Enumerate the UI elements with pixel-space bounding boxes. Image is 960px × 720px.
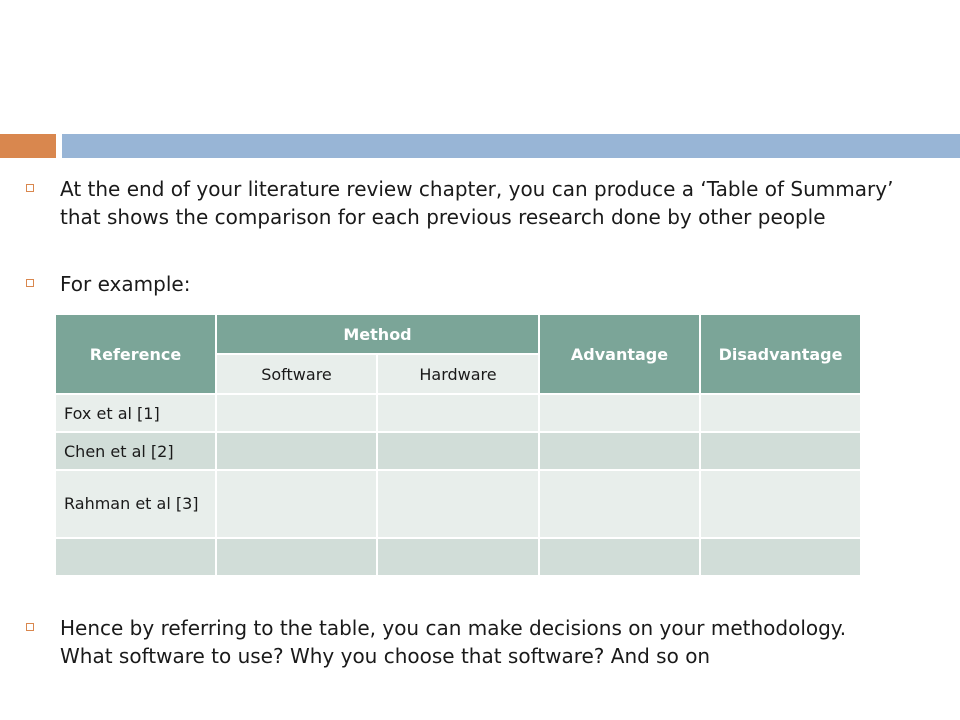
cell-disadvantage	[699, 537, 863, 577]
cell-disadvantage	[699, 393, 863, 433]
cell-reference: Chen et al [2]	[54, 431, 217, 471]
table-row: Fox et al [1]	[54, 393, 863, 433]
square-bullet-icon	[26, 184, 34, 192]
cell-software	[215, 393, 378, 433]
cell-advantage	[538, 393, 702, 433]
bullet-intro-text: At the end of your literature review cha…	[60, 177, 894, 229]
cell-reference: Fox et al [1]	[54, 393, 217, 433]
bullet-example: For example:	[26, 270, 900, 298]
cell-software	[215, 469, 378, 539]
square-bullet-icon	[26, 279, 34, 287]
header-software: Software	[215, 353, 378, 395]
bullet-conclusion: Hence by referring to the table, you can…	[26, 614, 900, 670]
cell-hardware	[375, 537, 541, 577]
accent-bar-blue	[62, 134, 960, 158]
table-row: Chen et al [2]	[54, 431, 863, 471]
square-bullet-icon	[26, 623, 34, 631]
header-disadvantage: Disadvantage	[699, 313, 863, 395]
cell-reference: Rahman et al [3]	[54, 469, 217, 539]
header-method: Method	[214, 313, 541, 355]
accent-bar-orange	[0, 134, 56, 158]
table-row: Rahman et al [3]	[54, 469, 863, 539]
header-advantage: Advantage	[538, 313, 702, 395]
header-hardware: Hardware	[375, 353, 541, 395]
table-row	[54, 537, 863, 577]
cell-disadvantage	[699, 431, 863, 471]
cell-advantage	[538, 537, 702, 577]
bullet-example-text: For example:	[60, 272, 191, 296]
bullet-conclusion-text: Hence by referring to the table, you can…	[60, 616, 847, 668]
cell-hardware	[375, 431, 541, 471]
cell-disadvantage	[699, 469, 863, 539]
header-reference: Reference	[54, 313, 217, 395]
cell-hardware	[375, 393, 541, 433]
bullet-intro: At the end of your literature review cha…	[26, 175, 900, 231]
cell-advantage	[538, 431, 702, 471]
cell-software	[215, 537, 378, 577]
cell-advantage	[538, 469, 702, 539]
cell-software	[215, 431, 378, 471]
cell-reference	[54, 537, 217, 577]
summary-table: Reference Method Advantage Disadvantage …	[54, 313, 863, 577]
cell-hardware	[375, 469, 541, 539]
